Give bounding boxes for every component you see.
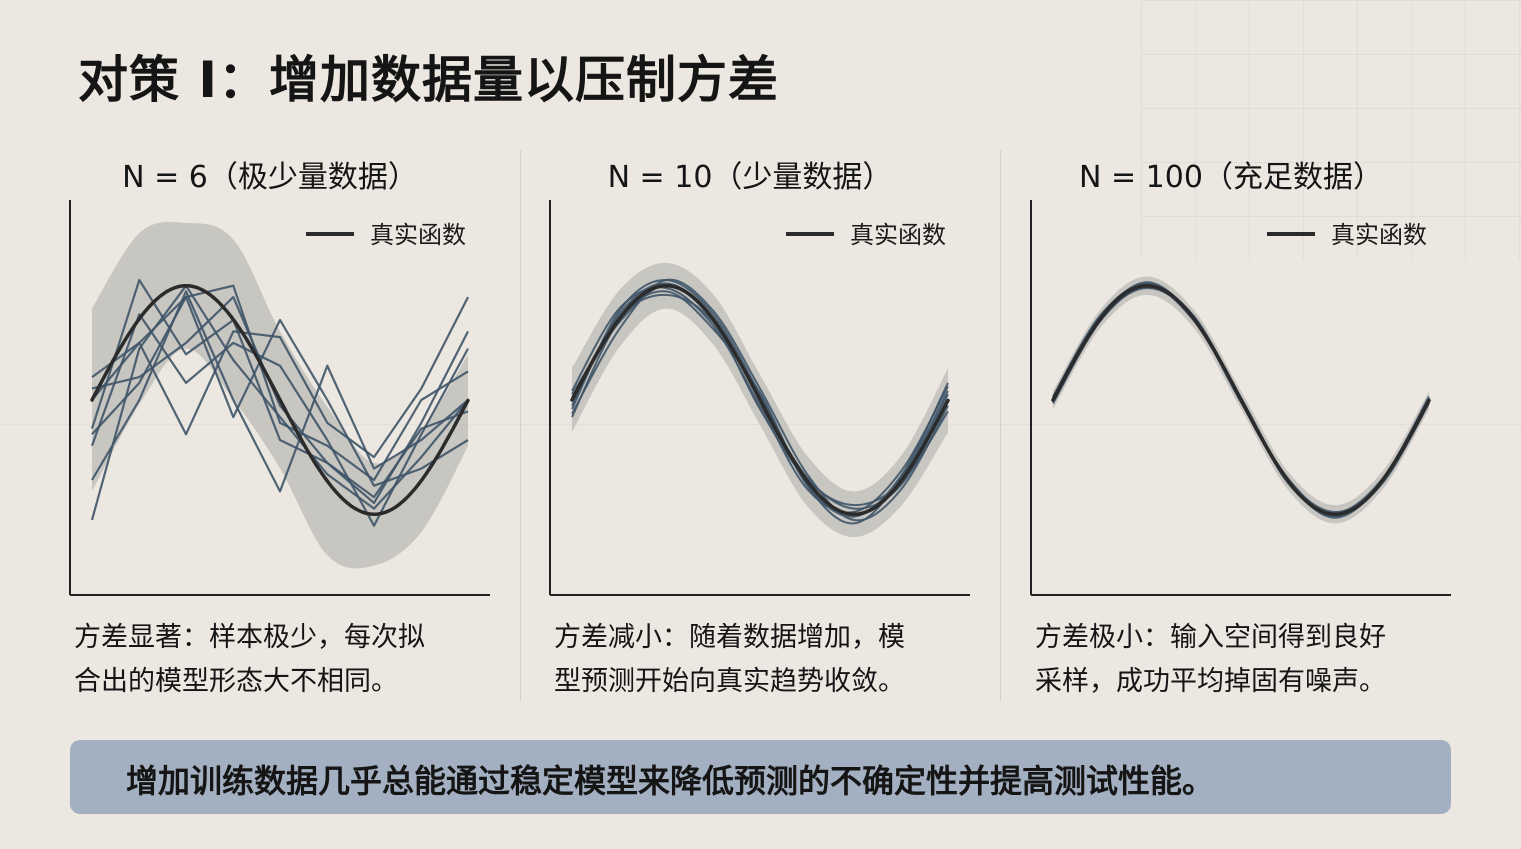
fit-line [90, 313, 469, 527]
panel-divider [1000, 150, 1001, 700]
caption-line: 合出的模型形态大不相同。 [74, 666, 398, 697]
fit-line [571, 278, 949, 522]
chart-panel-n100: N = 100（充足数据） 真实函数 方差极小：输入空间得到良好 采样，成功平均… [1021, 150, 1451, 710]
panel-divider [520, 150, 521, 700]
chart-caption: 方差减小：随着数据增加，模 型预测开始向真实趋势收敛。 [554, 616, 954, 704]
legend-label: 真实函数 [1331, 221, 1427, 249]
caption-line: 型预测开始向真实趋势收敛。 [554, 666, 905, 697]
true-function-line [1051, 283, 1431, 517]
chart-panel-n10: N = 10（少量数据） 真实函数 方差减小：随着数据增加，模 型预测开始向真实… [540, 150, 970, 710]
true-function-line [570, 283, 950, 517]
legend-label: 真实函数 [850, 221, 946, 249]
conclusion-banner: 增加训练数据几乎总能通过稳定模型来降低预测的不确定性并提高测试性能。 [70, 740, 1451, 814]
chart-plot: 真实函数 [1030, 200, 1451, 596]
caption-line: 方差极小：输入空间得到良好 [1035, 622, 1386, 653]
chart-plot: 真实函数 [549, 200, 970, 596]
background-grid [1141, 0, 1521, 260]
chart-plot: 真实函数 [69, 200, 490, 596]
uncertainty-band [92, 221, 468, 569]
fit-line [91, 296, 469, 459]
caption-line: 方差减小：随着数据增加，模 [554, 622, 905, 653]
chart-title: N = 6（极少量数据） [122, 160, 418, 195]
chart-title: N = 10（少量数据） [607, 160, 893, 195]
fit-line [91, 296, 469, 487]
chart-caption: 方差显著：样本极少，每次拟 合出的模型形态大不相同。 [74, 616, 474, 704]
conclusion-text: 增加训练数据几乎总能通过稳定模型来降低预测的不确定性并提高测试性能。 [126, 762, 1215, 800]
legend-label: 真实函数 [370, 221, 466, 249]
fit-line [91, 284, 469, 482]
fit-line [91, 296, 469, 499]
caption-line: 方差显著：样本极少，每次拟 [74, 622, 425, 653]
page-title: 对策 I：增加数据量以压制方差 [78, 51, 780, 109]
true-function-line [90, 283, 470, 517]
caption-line: 采样，成功平均掉固有噪声。 [1035, 666, 1386, 697]
chart-panel-n6: N = 6（极少量数据） 真实函数 方差显著：样本极少，每次拟 合出的模型形态大… [60, 150, 490, 710]
chart-title: N = 100（充足数据） [1079, 160, 1383, 195]
chart-caption: 方差极小：输入空间得到良好 采样，成功平均掉固有噪声。 [1035, 616, 1435, 704]
